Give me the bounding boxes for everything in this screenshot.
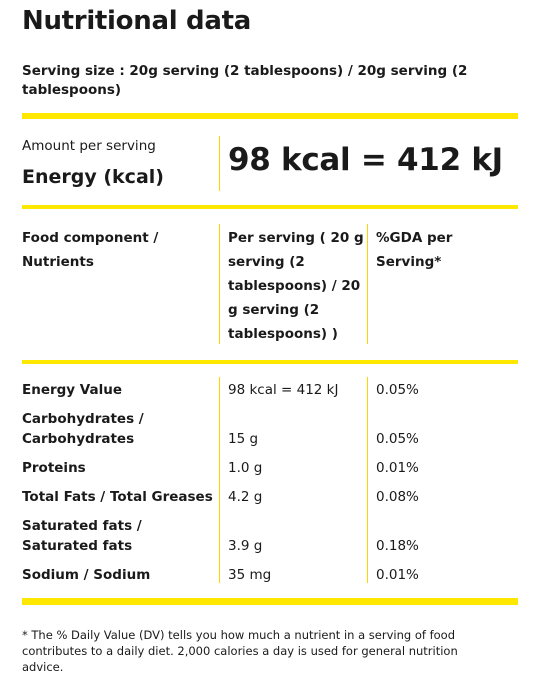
table-row-gda: 0.05% bbox=[376, 382, 419, 398]
header-divider-2 bbox=[367, 224, 368, 344]
amount-per-serving-label: Amount per serving bbox=[22, 138, 156, 154]
table-row-gda: 0.08% bbox=[376, 489, 419, 505]
header-bottom-bar bbox=[22, 360, 518, 364]
header-gda: %GDA per Serving* bbox=[376, 230, 453, 270]
table-row-name: Total Fats / Total Greases bbox=[22, 489, 213, 505]
header-per-serving: Per serving ( 20 g serving (2 tablespoon… bbox=[228, 230, 364, 342]
body-divider-2 bbox=[367, 377, 368, 583]
top-yellow-bar bbox=[22, 113, 518, 119]
table-row-gda: 0.01% bbox=[376, 460, 419, 476]
table-row-amount: 35 mg bbox=[228, 567, 272, 583]
table-row-name: Saturated fats / Saturated fats bbox=[22, 518, 142, 554]
serving-size: Serving size : 20g serving (2 tablespoon… bbox=[22, 63, 468, 98]
bottom-yellow-bar bbox=[22, 598, 518, 605]
table-row-amount: 1.0 g bbox=[228, 460, 263, 476]
table-row-amount: 98 kcal = 412 kJ bbox=[228, 382, 339, 398]
footnote: * The % Daily Value (DV) tells you how m… bbox=[22, 628, 458, 674]
table-row-gda: 0.01% bbox=[376, 567, 419, 583]
table-row-name: Proteins bbox=[22, 460, 86, 476]
table-row-name: Carbohydrates / Carbohydrates bbox=[22, 411, 144, 447]
body-divider-1 bbox=[219, 377, 220, 583]
energy-label: Energy (kcal) bbox=[22, 166, 164, 188]
table-row-gda: 0.18% bbox=[376, 538, 419, 554]
table-row-amount: 3.9 g bbox=[228, 538, 263, 554]
table-row-name: Energy Value bbox=[22, 382, 123, 398]
table-row-name: Sodium / Sodium bbox=[22, 567, 151, 583]
energy-divider bbox=[219, 136, 220, 191]
energy-value: 98 kcal = 412 kJ bbox=[228, 142, 503, 178]
page-title: Nutritional data bbox=[22, 6, 251, 36]
energy-bottom-bar bbox=[22, 205, 518, 209]
table-row-amount: 4.2 g bbox=[228, 489, 263, 505]
table-row-amount: 15 g bbox=[228, 431, 259, 447]
header-food-component: Food component / Nutrients bbox=[22, 230, 159, 270]
header-divider-1 bbox=[219, 224, 220, 344]
table-row-gda: 0.05% bbox=[376, 431, 419, 447]
